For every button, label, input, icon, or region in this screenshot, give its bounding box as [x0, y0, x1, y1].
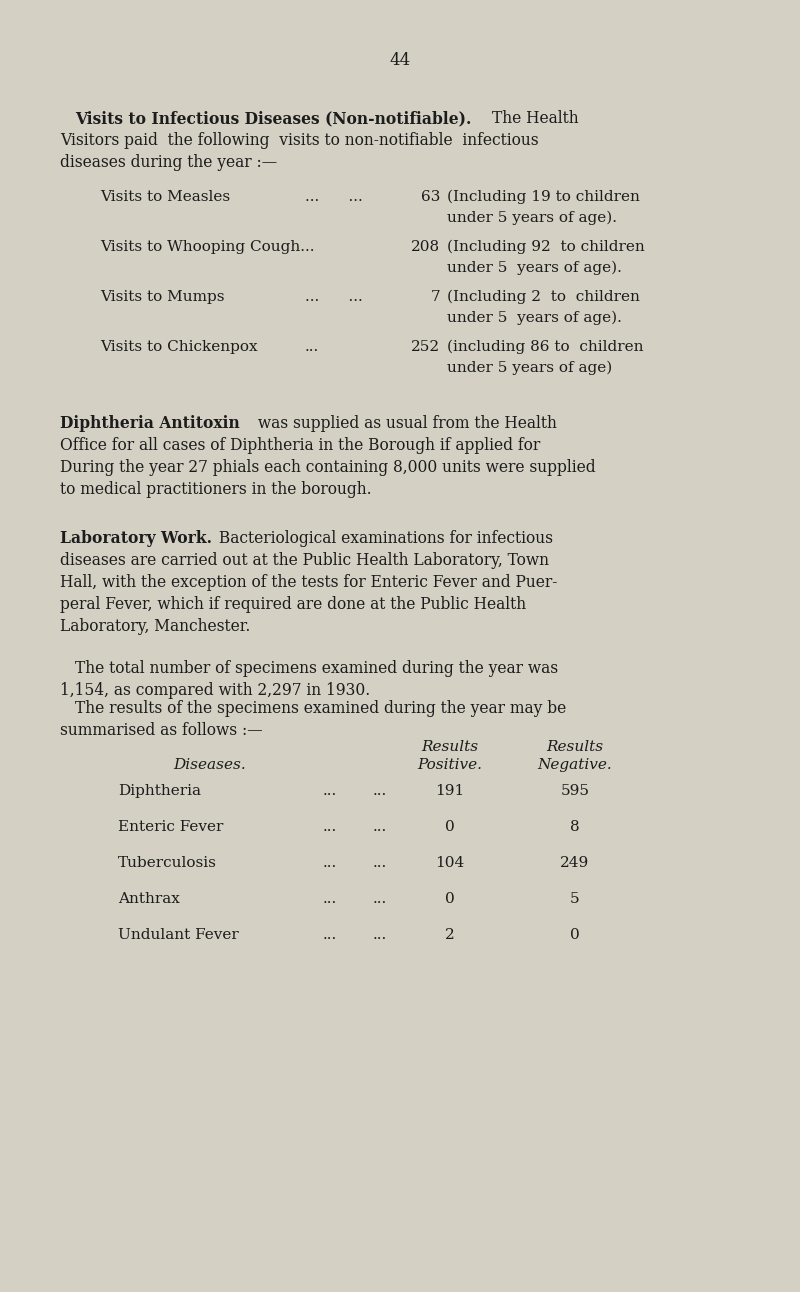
Text: (Including 19 to children: (Including 19 to children	[447, 190, 640, 204]
Text: Undulant Fever: Undulant Fever	[118, 928, 238, 942]
Text: Positive.: Positive.	[418, 758, 482, 773]
Text: Visitors paid  the following  visits to non-notifiable  infectious: Visitors paid the following visits to no…	[60, 132, 538, 149]
Text: Visits to Whooping Cough...: Visits to Whooping Cough...	[100, 240, 314, 255]
Text: Results: Results	[546, 740, 603, 755]
Text: The total number of specimens examined during the year was: The total number of specimens examined d…	[75, 660, 558, 677]
Text: 0: 0	[570, 928, 580, 942]
Text: ...: ...	[373, 891, 387, 906]
Text: ...: ...	[373, 784, 387, 798]
Text: (Including 2  to  children: (Including 2 to children	[447, 289, 640, 305]
Text: Visits to Mumps: Visits to Mumps	[100, 289, 225, 304]
Text: 7: 7	[430, 289, 440, 304]
Text: under 5  years of age).: under 5 years of age).	[447, 261, 622, 275]
Text: Hall, with the exception of the tests for Enteric Fever and Puer-: Hall, with the exception of the tests fo…	[60, 574, 558, 590]
Text: 44: 44	[390, 52, 410, 68]
Text: Visits to Measles: Visits to Measles	[100, 190, 230, 204]
Text: under 5  years of age).: under 5 years of age).	[447, 311, 622, 326]
Text: ...      ...: ... ...	[305, 289, 362, 304]
Text: Diphtheria Antitoxin: Diphtheria Antitoxin	[60, 415, 240, 432]
Text: ...: ...	[323, 928, 337, 942]
Text: Bacteriological examinations for infectious: Bacteriological examinations for infecti…	[214, 530, 553, 547]
Text: During the year 27 phials each containing 8,000 units were supplied: During the year 27 phials each containin…	[60, 459, 596, 475]
Text: ...: ...	[323, 891, 337, 906]
Text: Anthrax: Anthrax	[118, 891, 180, 906]
Text: 63: 63	[421, 190, 440, 204]
Text: Laboratory Work.: Laboratory Work.	[60, 530, 212, 547]
Text: under 5 years of age).: under 5 years of age).	[447, 211, 617, 225]
Text: ...      ...: ... ...	[305, 190, 362, 204]
Text: 0: 0	[445, 891, 455, 906]
Text: to medical practitioners in the borough.: to medical practitioners in the borough.	[60, 481, 372, 497]
Text: Negative.: Negative.	[538, 758, 612, 773]
Text: ...: ...	[323, 820, 337, 835]
Text: 1,154, as compared with 2,297 in 1930.: 1,154, as compared with 2,297 in 1930.	[60, 682, 370, 699]
Text: summarised as follows :—: summarised as follows :—	[60, 722, 262, 739]
Text: 2: 2	[445, 928, 455, 942]
Text: Tuberculosis: Tuberculosis	[118, 857, 217, 870]
Text: Visits to Infectious Diseases (Non-notifiable).: Visits to Infectious Diseases (Non-notif…	[75, 110, 471, 127]
Text: diseases during the year :—: diseases during the year :—	[60, 154, 277, 171]
Text: (Including 92  to children: (Including 92 to children	[447, 240, 645, 255]
Text: 252: 252	[411, 340, 440, 354]
Text: ...: ...	[323, 784, 337, 798]
Text: 0: 0	[445, 820, 455, 835]
Text: ...: ...	[373, 820, 387, 835]
Text: Diseases.: Diseases.	[174, 758, 246, 773]
Text: The results of the specimens examined during the year may be: The results of the specimens examined du…	[75, 700, 566, 717]
Text: (including 86 to  children: (including 86 to children	[447, 340, 643, 354]
Text: ...: ...	[373, 857, 387, 870]
Text: Enteric Fever: Enteric Fever	[118, 820, 223, 835]
Text: Results: Results	[422, 740, 478, 755]
Text: 8: 8	[570, 820, 580, 835]
Text: Diphtheria: Diphtheria	[118, 784, 201, 798]
Text: Visits to Chickenpox: Visits to Chickenpox	[100, 340, 258, 354]
Text: 104: 104	[435, 857, 465, 870]
Text: 208: 208	[411, 240, 440, 255]
Text: 191: 191	[435, 784, 465, 798]
Text: 595: 595	[561, 784, 590, 798]
Text: under 5 years of age): under 5 years of age)	[447, 360, 612, 376]
Text: Laboratory, Manchester.: Laboratory, Manchester.	[60, 618, 250, 634]
Text: Office for all cases of Diphtheria in the Borough if applied for: Office for all cases of Diphtheria in th…	[60, 437, 540, 453]
Text: ...: ...	[305, 340, 319, 354]
Text: 5: 5	[570, 891, 580, 906]
Text: ...: ...	[323, 857, 337, 870]
Text: The Health: The Health	[492, 110, 578, 127]
Text: diseases are carried out at the Public Health Laboratory, Town: diseases are carried out at the Public H…	[60, 552, 549, 568]
Text: 249: 249	[560, 857, 590, 870]
Text: was supplied as usual from the Health: was supplied as usual from the Health	[253, 415, 557, 432]
Text: ...: ...	[373, 928, 387, 942]
Text: peral Fever, which if required are done at the Public Health: peral Fever, which if required are done …	[60, 596, 526, 612]
